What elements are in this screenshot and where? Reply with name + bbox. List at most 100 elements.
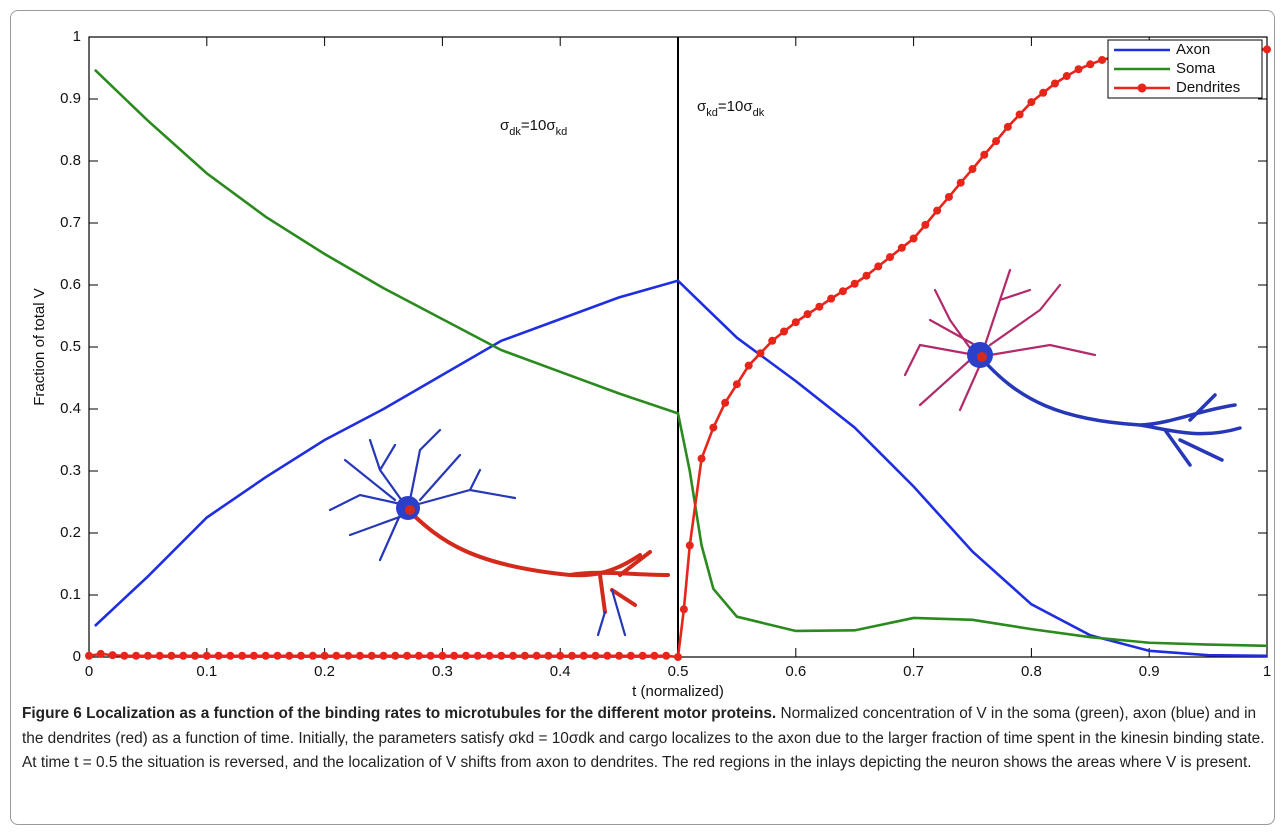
series-marker	[838, 287, 847, 296]
annotation-text: σ	[500, 117, 510, 134]
series-marker	[273, 651, 282, 660]
series-marker	[167, 651, 176, 660]
series-marker	[1062, 72, 1071, 81]
y-tick-label: 0.3	[60, 462, 81, 479]
y-tick-label: 0.5	[60, 338, 81, 355]
series-marker	[886, 253, 895, 262]
x-tick-label: 0.7	[903, 663, 924, 680]
series-marker	[544, 651, 553, 660]
annotation: σkd=10σdk	[697, 98, 765, 119]
figure-frame	[10, 10, 1275, 825]
y-tick-label: 0.6	[60, 276, 81, 293]
series-marker	[1074, 65, 1083, 74]
series-marker	[933, 206, 942, 215]
series-marker	[202, 651, 211, 660]
series-marker	[1050, 79, 1059, 88]
series-marker	[685, 541, 694, 550]
y-axis-label: Fraction of total V	[31, 288, 48, 406]
series-marker	[980, 150, 989, 159]
series-marker	[320, 651, 329, 660]
x-tick-label: 0.4	[550, 663, 571, 680]
x-tick-label: 0.5	[668, 663, 689, 680]
y-tick-label: 0.7	[60, 214, 81, 231]
annotation-subscript: kd	[556, 126, 568, 138]
x-tick-label: 0.3	[432, 663, 453, 680]
x-tick-label: 0.9	[1139, 663, 1160, 680]
annotation-subscript: dk	[509, 126, 521, 138]
annotation: σdk=10σkd	[500, 117, 567, 138]
series-marker	[862, 271, 871, 280]
series-marker	[921, 220, 930, 229]
series-marker	[791, 318, 800, 327]
series-marker	[803, 310, 812, 319]
series-marker	[450, 651, 459, 660]
annotation-text: =10σ	[521, 117, 556, 134]
annotation-subscript: kd	[706, 107, 718, 119]
series-marker	[532, 651, 541, 660]
series-marker	[438, 651, 447, 660]
series-marker	[1263, 45, 1271, 54]
x-tick-label: 0.6	[785, 663, 806, 680]
y-tick-label: 1	[73, 28, 81, 45]
series-marker	[674, 653, 682, 661]
series-marker	[238, 651, 247, 660]
series-marker	[956, 178, 965, 187]
series-marker	[108, 651, 117, 660]
neuron-inlay-right	[903, 268, 1242, 467]
series-marker	[697, 454, 706, 463]
series-marker	[850, 279, 859, 288]
series-marker	[827, 294, 836, 303]
legend-label: Axon	[1176, 41, 1210, 58]
series-marker	[1039, 88, 1048, 97]
series-marker	[874, 262, 883, 271]
series-marker	[615, 651, 624, 660]
series-marker	[132, 651, 141, 660]
y-tick-label: 0.8	[60, 152, 81, 169]
series-marker	[249, 651, 258, 660]
series-marker	[308, 651, 317, 660]
caption-title: Figure 6 Localization as a function of t…	[22, 705, 777, 722]
series-marker	[556, 651, 565, 660]
caption-body: Normalized concentration of V in the som…	[22, 705, 1265, 772]
legend-label: Soma	[1176, 60, 1216, 77]
series-marker	[120, 651, 129, 660]
series-marker	[285, 651, 294, 660]
legend-label: Dendrites	[1176, 79, 1240, 96]
x-axis-label: t (normalized)	[632, 683, 724, 700]
series-marker	[297, 651, 306, 660]
y-tick-label: 0.1	[60, 586, 81, 603]
series-marker	[992, 137, 1001, 146]
series-marker	[497, 651, 506, 660]
series-marker	[1015, 110, 1024, 119]
series-marker	[650, 651, 659, 660]
series-marker	[391, 651, 400, 660]
series-marker	[1098, 55, 1107, 64]
series-marker	[143, 651, 152, 660]
series-marker	[379, 651, 388, 660]
series-marker	[191, 651, 200, 660]
series-marker	[1086, 60, 1095, 69]
series-marker	[1003, 122, 1012, 131]
series-marker	[367, 651, 376, 660]
series-marker	[662, 651, 671, 660]
series-marker	[85, 651, 93, 660]
x-tick-label: 0.8	[1021, 663, 1042, 680]
series-marker	[261, 651, 270, 660]
caption: Figure 6 Localization as a function of t…	[22, 702, 1270, 776]
series-marker	[461, 651, 470, 660]
annotation-text: =10σ	[718, 98, 753, 115]
y-tick-label: 0	[73, 648, 81, 665]
x-tick-label: 1	[1263, 663, 1271, 680]
series-marker	[909, 234, 918, 243]
series-line	[94, 279, 1268, 658]
series-marker	[344, 651, 353, 660]
series-marker	[721, 398, 730, 407]
series-marker	[155, 651, 164, 660]
series-marker	[968, 165, 977, 174]
annotation-subscript: dk	[753, 107, 765, 119]
series-marker	[679, 605, 688, 614]
series-marker	[403, 651, 412, 660]
annotation-text: σ	[697, 98, 707, 115]
series-marker	[638, 651, 647, 660]
